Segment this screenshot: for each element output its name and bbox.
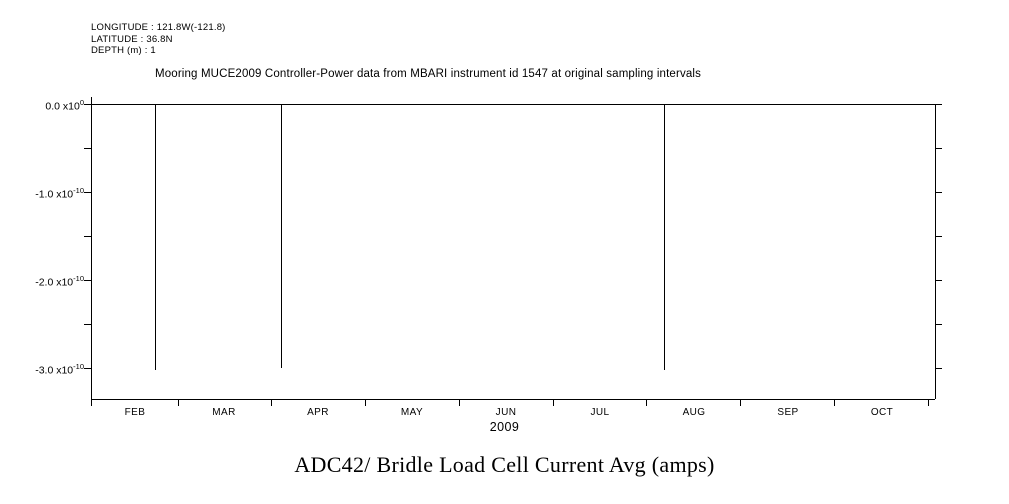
y-tick-right-minor: [935, 236, 942, 237]
y-tick-label-2-mantissa: -2.0 x10: [35, 276, 74, 289]
x-tick-label-mar: MAR: [212, 407, 236, 418]
y-tick-major: [84, 280, 91, 281]
longitude-text: LONGITUDE : 121.8W(-121.8): [91, 22, 226, 33]
x-tick-label-jun: JUN: [495, 407, 517, 418]
y-tick-right-minor: [935, 324, 942, 325]
y-tick-right-major: [935, 368, 942, 369]
plot-subtitle: Mooring MUCE2009 Controller-Power data f…: [155, 68, 701, 80]
latitude-text: LATITUDE : 36.8N: [91, 33, 173, 45]
axis-right: [935, 104, 936, 399]
x-tick-label-jul: JUL: [590, 407, 610, 418]
data-spike: [664, 104, 665, 370]
x-tick: [646, 399, 647, 406]
x-tick-label-apr: APR: [307, 407, 329, 418]
y-tick-label-2-exponent: -10: [73, 274, 84, 283]
y-tick-label-0-exponent: 0: [79, 98, 84, 107]
axis-bottom: [91, 399, 935, 400]
y-tick-right-major: [935, 192, 942, 193]
x-axis-label: 2009: [489, 420, 520, 434]
x-tick: [553, 399, 554, 406]
x-tick: [271, 399, 272, 406]
x-tick-label-aug: AUG: [682, 407, 706, 418]
data-spike: [155, 104, 156, 370]
y-tick-minor: [84, 148, 91, 149]
y-tick-label-3: -3.0 x10-10: [4, 362, 84, 377]
x-tick-label-sep: SEP: [777, 407, 799, 418]
station-metadata: LONGITUDE : 121.8W(-121.8) LATITUDE : 36…: [91, 22, 226, 57]
x-tick: [91, 399, 92, 406]
axis-left: [91, 104, 92, 399]
x-tick: [834, 399, 835, 406]
y-tick-label-2: -2.0 x10-10: [4, 274, 84, 289]
x-tick-label-feb: FEB: [124, 407, 146, 418]
y-tick-right-major: [935, 280, 942, 281]
y-tick-label-0: 0.0 x100: [4, 98, 84, 113]
data-spike: [281, 104, 282, 368]
x-tick: [928, 399, 929, 406]
y-tick-major: [84, 104, 91, 105]
x-tick: [459, 399, 460, 406]
x-tick-top: [91, 97, 92, 104]
y-tick-label-0-mantissa: 0.0 x10: [45, 100, 80, 113]
x-tick-label-oct: OCT: [870, 407, 894, 418]
axis-top: [91, 104, 935, 105]
x-tick: [365, 399, 366, 406]
x-tick-label-may: MAY: [400, 407, 424, 418]
y-tick-major: [84, 192, 91, 193]
x-tick: [740, 399, 741, 406]
y-tick-label-3-exponent: -10: [73, 362, 84, 371]
y-tick-label-1-exponent: -10: [73, 186, 84, 195]
y-tick-minor: [84, 236, 91, 237]
depth-text: DEPTH (m) : 1: [91, 45, 156, 56]
x-tick: [178, 399, 179, 406]
y-tick-right-major: [935, 104, 942, 105]
y-tick-label-1-mantissa: -1.0 x10: [35, 188, 74, 201]
page-title: ADC42/ Bridle Load Cell Current Avg (amp…: [294, 452, 715, 477]
y-tick-minor: [84, 324, 91, 325]
y-tick-major: [84, 368, 91, 369]
y-tick-label-1: -1.0 x10-10: [4, 186, 84, 201]
y-tick-right-minor: [935, 148, 942, 149]
y-tick-label-3-mantissa: -3.0 x10: [35, 364, 74, 377]
plot-area: FEB MAR APR MAY JUN JUL AUG SEP OCT: [84, 97, 942, 418]
